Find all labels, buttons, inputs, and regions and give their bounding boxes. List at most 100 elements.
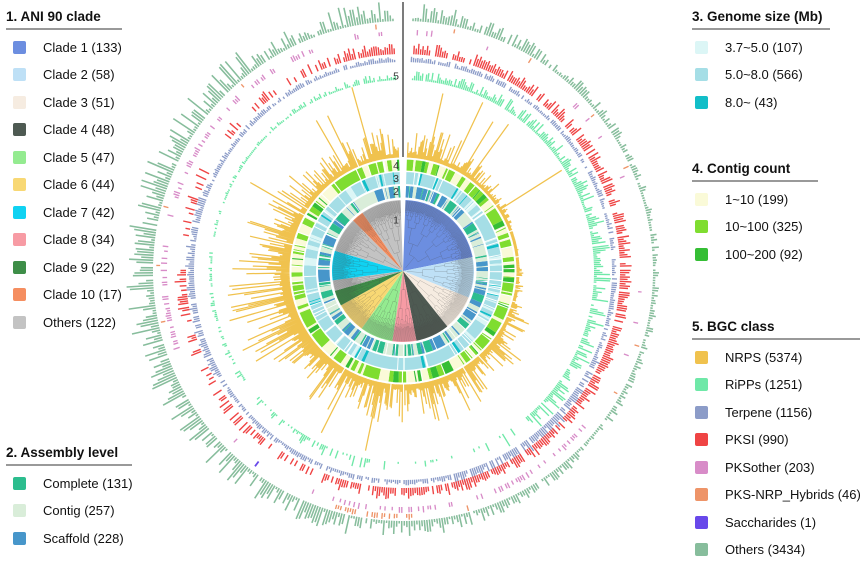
legend-item-label: 5.0~8.0 (566) <box>725 67 803 83</box>
legend-item: Clade 5 (47) <box>13 144 122 172</box>
legend-title-underline <box>6 464 132 466</box>
legend-item-label: Clade 6 (44) <box>43 177 115 193</box>
legend-title-underline <box>692 28 830 30</box>
color-swatch <box>13 68 26 82</box>
color-swatch <box>695 515 708 529</box>
color-swatch <box>695 40 708 54</box>
ring-number-2: 2 <box>393 186 399 198</box>
legend-item-label: Clade 3 (51) <box>43 94 115 110</box>
legend-title: 5. BGC class <box>692 319 775 334</box>
color-swatch <box>13 476 26 490</box>
ring-genome-size <box>304 172 502 371</box>
color-swatch <box>13 178 26 192</box>
legend-ani90-clade: 1. ANI 90 clade Clade 1 (133) Clade 2 (58)… <box>6 8 122 336</box>
color-swatch <box>13 205 26 219</box>
ring-number-labels: 1 234 5 <box>393 71 399 227</box>
legend-item: 100~200 (92) <box>695 241 818 269</box>
legend-title-underline <box>692 180 818 182</box>
bgc-bars-pksother <box>160 30 642 513</box>
tree-wedges <box>331 200 474 343</box>
color-swatch <box>695 433 708 447</box>
legend-title: 4. Contig count <box>692 161 791 176</box>
ring-number-4: 4 <box>393 160 399 172</box>
legend-item-label: Clade 1 (133) <box>43 39 122 55</box>
color-swatch <box>13 95 26 109</box>
legend-item: 1~10 (199) <box>695 186 818 214</box>
legend-item-label: Clade 10 (17) <box>43 287 122 303</box>
legend-item: 8.0~ (43) <box>695 89 830 117</box>
color-swatch <box>13 150 26 164</box>
legend-title-underline <box>692 338 860 340</box>
legend-item: Clade 9 (22) <box>13 254 122 282</box>
legend-item: Clade 10 (17) <box>13 281 122 309</box>
color-swatch <box>13 233 26 247</box>
legend-item: Others (122) <box>13 309 122 337</box>
legend-item: Clade 6 (44) <box>13 171 122 199</box>
legend-item: Complete (131) <box>13 470 133 498</box>
ring-number-3: 3 <box>393 173 399 185</box>
legend-item: PKS-NRP_Hybrids (46) <box>695 481 861 509</box>
legend-title: 3. Genome size (Mb) <box>692 9 823 24</box>
legend-item: 10~100 (325) <box>695 213 818 241</box>
bgc-bars-pksi <box>174 43 632 500</box>
legend-item: Clade 8 (34) <box>13 226 122 254</box>
ring-assembly-level <box>318 186 488 357</box>
legend-item: PKSother (203) <box>695 454 861 482</box>
color-swatch <box>13 531 26 545</box>
color-swatch <box>695 192 708 206</box>
legend-item-label: 3.7~5.0 (107) <box>725 39 803 55</box>
bgc-bars-ripps <box>208 71 611 470</box>
legend-item-label: Clade 7 (42) <box>43 204 115 220</box>
legend-item: Clade 3 (51) <box>13 89 122 117</box>
color-swatch <box>695 405 708 419</box>
legend-item-label: Complete (131) <box>43 475 133 491</box>
legend-contig-count: 4. Contig count 1~10 (199) 10~100 (325) 100… <box>692 160 818 268</box>
legend-item-label: Clade 2 (58) <box>43 67 115 83</box>
legend-item-label: Scaffold (228) <box>43 530 124 546</box>
legend-item: PKSI (990) <box>695 426 861 454</box>
legend-item: Saccharides (1) <box>695 509 861 537</box>
legend-item-label: Others (122) <box>43 314 116 330</box>
color-swatch <box>695 378 708 392</box>
color-swatch <box>13 315 26 329</box>
legend-item-label: NRPS (5374) <box>725 349 803 365</box>
color-swatch <box>13 40 26 54</box>
legend-bgc-class: 5. BGC class NRPS (5374) RiPPs (1251) Terpe… <box>692 318 861 564</box>
dendrogram <box>332 200 474 342</box>
legend-item-label: Contig (257) <box>43 503 115 519</box>
legend-item: Terpene (1156) <box>695 399 861 427</box>
legend-item: Clade 2 (58) <box>13 61 122 89</box>
ring-contig-count <box>291 159 515 383</box>
legend-item: Contig (257) <box>13 497 133 525</box>
legend-assembly-level: 2. Assembly level Complete (131) Contig (2… <box>6 444 133 552</box>
legend-item-label: 1~10 (199) <box>725 191 789 207</box>
ring-number-5: 5 <box>393 71 399 83</box>
color-swatch <box>695 488 708 502</box>
legend-item-label: RiPPs (1251) <box>725 377 803 393</box>
legend-item: Clade 7 (42) <box>13 199 122 227</box>
color-swatch <box>695 95 708 109</box>
color-swatch <box>13 504 26 518</box>
color-swatch <box>695 460 708 474</box>
color-swatch <box>695 543 708 557</box>
legend-item-label: PKSI (990) <box>725 432 789 448</box>
legend-item-label: Clade 5 (47) <box>43 149 115 165</box>
legend-item: Scaffold (228) <box>13 525 133 553</box>
bgc-bars-terpene <box>185 56 618 488</box>
color-swatch <box>13 123 26 137</box>
bgc-bars-pks-nrp-hybrids <box>156 24 640 520</box>
bgc-bars-nrps <box>227 87 563 451</box>
legend-item: Clade 4 (48) <box>13 116 122 144</box>
color-swatch <box>695 350 708 364</box>
color-swatch <box>695 220 708 234</box>
ring-number-1: 1 <box>393 215 399 227</box>
legend-item-label: Clade 8 (34) <box>43 232 115 248</box>
legend-item: 3.7~5.0 (107) <box>695 34 830 62</box>
legend-item: NRPS (5374) <box>695 344 861 372</box>
color-swatch <box>13 288 26 302</box>
legend-item-label: Saccharides (1) <box>725 514 817 530</box>
bgc-bars-others <box>126 2 660 536</box>
color-swatch <box>13 260 26 274</box>
bgc-bars-saccharides <box>254 460 260 467</box>
